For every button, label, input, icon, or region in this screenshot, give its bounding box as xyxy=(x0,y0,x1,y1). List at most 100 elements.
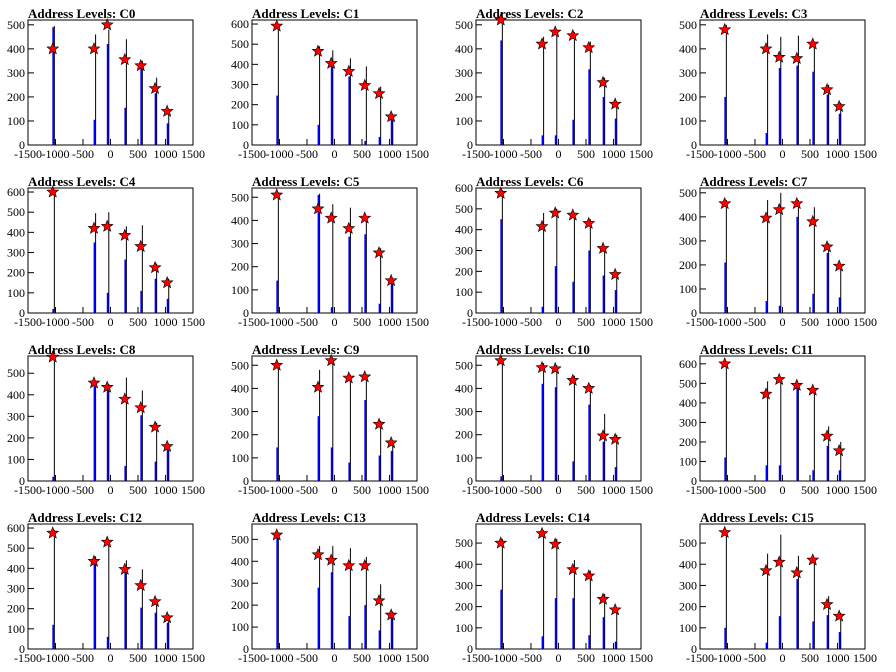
x-tick-label: -1500 xyxy=(462,483,490,497)
star-marker xyxy=(270,19,284,32)
star-marker xyxy=(820,597,834,611)
star-marker xyxy=(608,267,622,280)
y-tick-label: 500 xyxy=(679,18,697,32)
star-marker xyxy=(608,432,622,445)
blue-bar xyxy=(796,216,799,313)
star-marker xyxy=(832,443,846,457)
blue-bar xyxy=(93,119,96,145)
star-marker xyxy=(270,358,284,371)
blue-bar xyxy=(378,136,381,145)
star-marker xyxy=(384,109,398,123)
blue-bar xyxy=(154,278,157,313)
blue-bar xyxy=(778,305,781,313)
star-marker xyxy=(324,56,338,69)
star-marker xyxy=(46,185,60,198)
y-tick-label: 100 xyxy=(231,283,249,297)
x-tick-label: 1500 xyxy=(629,483,653,497)
star-marker xyxy=(790,51,804,64)
y-tick-label: 200 xyxy=(231,260,249,274)
blue-bar xyxy=(276,534,279,649)
x-tick-label: -500 xyxy=(296,483,318,497)
star-marker xyxy=(311,44,325,57)
x-tick-label: -1000 xyxy=(266,147,294,161)
star-marker xyxy=(772,50,786,63)
blue-bar xyxy=(778,465,781,481)
star-marker xyxy=(324,211,338,224)
star-marker xyxy=(759,387,773,400)
x-tick-label: 1000 xyxy=(602,483,626,497)
star-marker xyxy=(832,609,846,622)
y-tick-label: 0 xyxy=(19,138,25,152)
y-tick-label: 500 xyxy=(455,358,473,372)
star-marker xyxy=(384,273,398,287)
y-tick-label: 300 xyxy=(679,578,697,592)
x-tick-label: 1500 xyxy=(853,147,877,161)
panel-title: Address Levels: C2 xyxy=(476,6,583,21)
star-marker xyxy=(548,206,562,219)
x-tick-label: -1500 xyxy=(238,651,266,665)
chart-panel: Address Levels: C50100200300400500-1500-… xyxy=(231,174,429,329)
blue-bar xyxy=(93,242,96,313)
blue-bar xyxy=(826,252,829,313)
x-tick-label: -1000 xyxy=(714,483,742,497)
y-tick-label: 600 xyxy=(7,185,25,199)
panel-title: Address Levels: C4 xyxy=(28,174,136,189)
star-marker xyxy=(582,569,596,582)
x-tick-label: 500 xyxy=(129,147,147,161)
star-marker xyxy=(358,370,372,383)
blue-bar xyxy=(317,587,320,649)
star-marker xyxy=(718,22,732,36)
panel-title: Address Levels: C1 xyxy=(252,6,359,21)
x-tick-label: 0 xyxy=(556,315,562,329)
star-marker xyxy=(134,58,148,72)
y-tick-label: 500 xyxy=(455,202,473,216)
blue-bar xyxy=(330,66,333,145)
blue-bar xyxy=(765,465,768,481)
chart-panel: Address Levels: C20100200300400500-1500-… xyxy=(455,6,653,161)
star-marker xyxy=(806,37,820,50)
blue-bar xyxy=(166,622,169,649)
blue-bar xyxy=(572,119,575,145)
panel-title: Address Levels: C7 xyxy=(700,174,808,189)
x-tick-label: 500 xyxy=(577,651,595,665)
blue-bar xyxy=(541,636,544,649)
star-marker xyxy=(342,558,356,572)
y-tick-label: 200 xyxy=(7,90,25,104)
x-tick-label: -1500 xyxy=(686,147,714,161)
blue-bar xyxy=(124,259,127,313)
star-marker xyxy=(790,565,804,579)
x-tick-label: 500 xyxy=(353,315,371,329)
blue-bar xyxy=(378,303,381,313)
chart-panel: Address Levels: C14 0 100 200 300 400 500 -1500… xyxy=(455,510,653,665)
y-tick-label: 100 xyxy=(7,286,25,300)
x-tick-label: 1500 xyxy=(629,651,653,665)
y-tick-label: 300 xyxy=(455,66,473,80)
x-tick-label: 500 xyxy=(353,651,371,665)
x-tick-label: -500 xyxy=(296,651,318,665)
y-tick-label: 300 xyxy=(7,246,25,260)
x-tick-label: 0 xyxy=(108,483,114,497)
star-marker xyxy=(718,196,732,210)
blue-bar xyxy=(614,290,617,313)
blue-bar xyxy=(52,624,55,649)
x-tick-label: 0 xyxy=(556,651,562,665)
blue-bar xyxy=(93,564,96,649)
panel-title: Address Levels: C6 xyxy=(476,174,584,189)
star-marker xyxy=(494,186,508,199)
star-marker xyxy=(358,558,372,572)
blue-bar xyxy=(724,96,727,145)
y-tick-label: 500 xyxy=(455,18,473,32)
chart-panel: Address Levels: C80100200300400500-1500-… xyxy=(7,342,205,497)
y-tick-label: 100 xyxy=(7,622,25,636)
x-tick-label: 1000 xyxy=(826,147,850,161)
blue-bar xyxy=(588,635,591,649)
blue-bar xyxy=(330,307,333,313)
y-tick-label: 200 xyxy=(455,90,473,104)
y-tick-label: 300 xyxy=(455,244,473,258)
x-tick-label: 500 xyxy=(353,147,371,161)
x-tick-label: 1000 xyxy=(378,147,402,161)
star-marker xyxy=(118,562,132,575)
x-tick-label: -1500 xyxy=(686,651,714,665)
y-tick-label: 600 xyxy=(231,17,249,31)
star-marker xyxy=(548,25,562,38)
